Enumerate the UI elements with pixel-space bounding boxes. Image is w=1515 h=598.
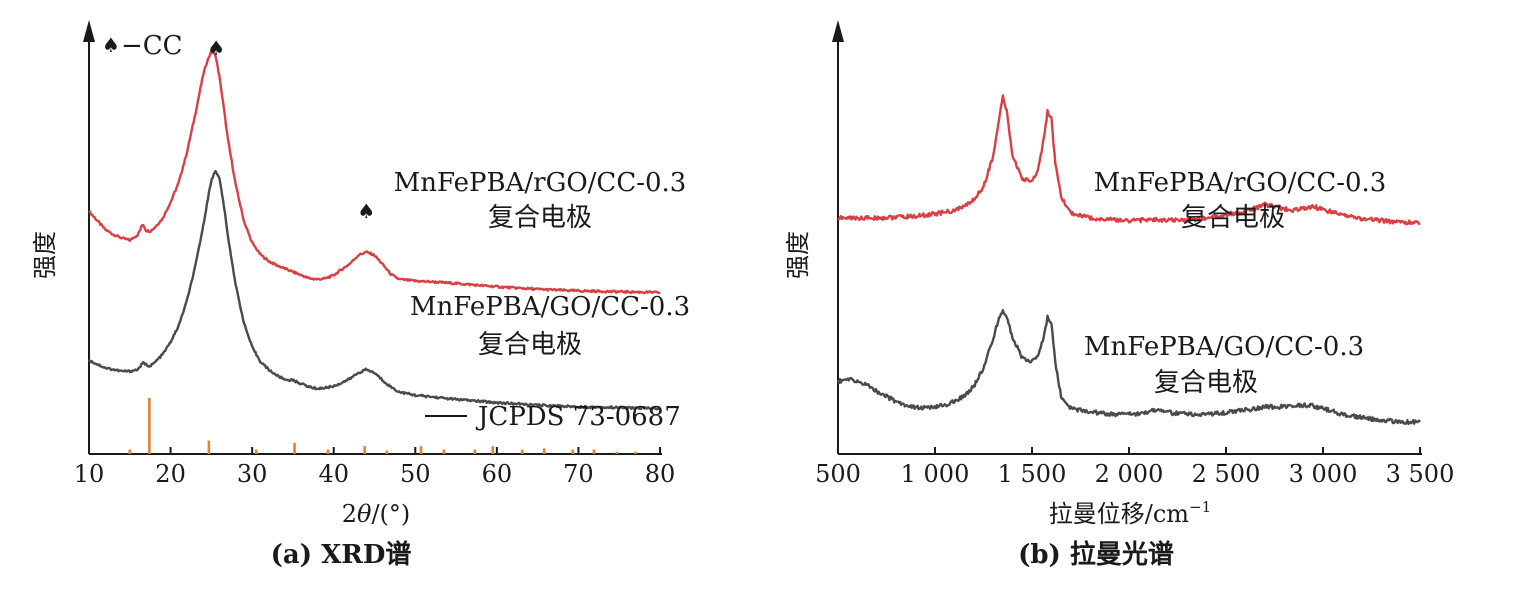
panel-a-x-tick-label: 10 <box>74 460 105 488</box>
panel-a-cc-legend-marker: ♠ <box>102 33 120 57</box>
panel-b-ylabel: 强度 <box>784 231 812 279</box>
panel-a-go-label-line2: 复合电极 <box>478 330 582 360</box>
panel-a-x-tick-label: 20 <box>155 460 186 488</box>
panel-a-go-label-line1: MnFePBA/GO/CC-0.3 <box>410 292 690 322</box>
panel-a-rgo-label-line1: MnFePBA/rGO/CC-0.3 <box>394 168 687 198</box>
panel-a-peak-marker: ♠ <box>207 36 225 60</box>
panel-a-xlabel: 2θ/(°) <box>342 500 411 528</box>
panel-a-reference-legend-text: JCPDS 73-0687 <box>475 402 681 432</box>
panel-b-series-line-rgo <box>837 94 1421 226</box>
panel-b-x-tick-label: 1 500 <box>998 460 1067 488</box>
panel-b-xlabel-sup: −1 <box>1189 498 1211 516</box>
panel-b-rgo-label-line2: 复合电极 <box>1181 203 1285 233</box>
panel-b-series <box>836 94 1421 426</box>
panel-b-go-label-line1: MnFePBA/GO/CC-0.3 <box>1084 332 1364 362</box>
panel-b-x-tick-label: 500 <box>815 460 861 488</box>
panel-a-x-tick-label: 60 <box>482 460 513 488</box>
panel-a-rgo-label-line2: 复合电极 <box>488 203 592 233</box>
panel-a-x-tick-label: 80 <box>645 460 676 488</box>
panel-a-xlabel-theta: θ <box>357 500 372 528</box>
panel-a-series-line-rgo <box>88 50 661 295</box>
panel-b-x-tick-label: 1 000 <box>901 460 970 488</box>
panel-b-xlabel: 拉曼位移/cm−1 <box>1049 498 1211 528</box>
panel-b-y-axis-arrow <box>832 20 844 42</box>
panel-b-x-tick-label: 2 000 <box>1095 460 1164 488</box>
panel-b: 500 1 000 1 500 2 000 2 500 3 000 3 500 强度 拉曼位… <box>784 20 1454 570</box>
panel-b-rgo-label-line1: MnFePBA/rGO/CC-0.3 <box>1094 168 1387 198</box>
panel-a-cc-legend-text: −CC <box>121 31 183 61</box>
panel-a-series <box>87 50 661 411</box>
panel-a-x-tick-label: 50 <box>400 460 431 488</box>
panel-b-go-label-line2: 复合电极 <box>1154 368 1258 398</box>
panel-b-x-tick-label: 3 000 <box>1289 460 1358 488</box>
panel-a-x-tick-label: 30 <box>237 460 268 488</box>
panel-a-peak-marker: ♠ <box>357 199 375 223</box>
panel-a-ylabel: 强度 <box>31 231 59 279</box>
panel-a-xlabel-prefix: 2 <box>342 500 357 528</box>
panel-b-x-tick-label: 3 500 <box>1386 460 1455 488</box>
panel-a-reference-bars <box>128 398 637 454</box>
panel-b-caption: (b) 拉曼光谱 <box>1018 539 1174 570</box>
panel-a-x-ticks: 10 20 30 40 50 60 70 80 <box>74 447 676 488</box>
panel-a: 10 20 30 40 50 60 70 80 强度 2θ/(°) (a) XRD谱 MnFe… <box>31 20 690 570</box>
panel-a-y-axis-arrow <box>83 20 95 42</box>
panel-a-series-line-go <box>87 169 661 411</box>
panel-a-caption: (a) XRD谱 <box>271 539 412 570</box>
panel-b-x-ticks: 500 1 000 1 500 2 000 2 500 3 000 3 500 <box>815 447 1454 488</box>
panel-b-x-tick-label: 2 500 <box>1192 460 1261 488</box>
panel-b-series-line-go <box>836 309 1421 426</box>
panel-a-x-tick-label: 70 <box>563 460 594 488</box>
panel-a-x-tick-label: 40 <box>318 460 349 488</box>
panel-b-xlabel-text: 拉曼位移/cm <box>1049 500 1190 528</box>
panel-a-xlabel-suffix: /(°) <box>371 500 410 528</box>
